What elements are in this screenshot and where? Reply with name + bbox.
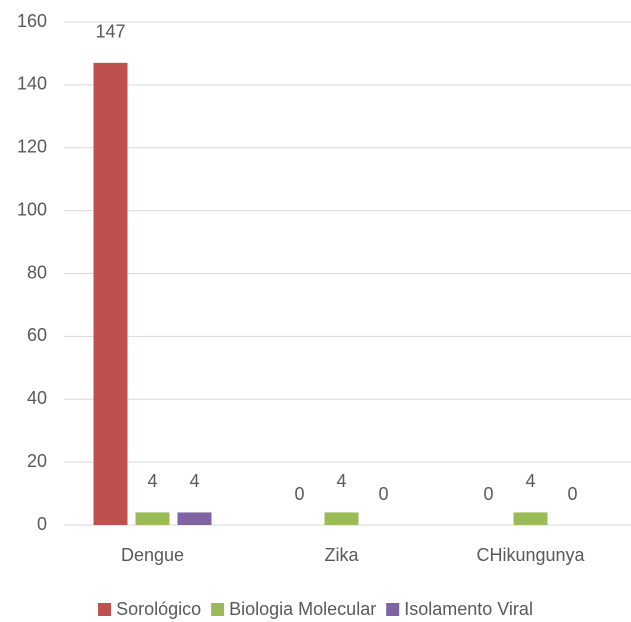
data-label: 4: [336, 471, 346, 491]
y-tick-label: 40: [27, 388, 47, 408]
bar: [93, 62, 128, 526]
legend-label: Biologia Molecular: [229, 599, 376, 619]
legend: Sorológico Biologia Molecular Isolamento V…: [98, 599, 533, 619]
x-tick-label: Dengue: [121, 545, 184, 565]
data-label: 4: [525, 471, 535, 491]
bar: [513, 512, 548, 525]
bar: [135, 512, 170, 525]
y-tick-label: 120: [17, 137, 47, 157]
data-label: 0: [567, 484, 577, 504]
y-tick-label: 160: [17, 11, 47, 31]
x-tick-label: Zika: [324, 545, 359, 565]
y-tick-label: 100: [17, 199, 47, 219]
y-tick-label: 140: [17, 74, 47, 94]
y-tick-label: 0: [37, 514, 47, 534]
legend-label: Sorológico: [116, 599, 201, 619]
bar: [324, 512, 359, 525]
data-label: 4: [147, 471, 157, 491]
legend-label: Isolamento Viral: [404, 599, 533, 619]
data-label: 0: [294, 484, 304, 504]
data-label: 4: [189, 471, 199, 491]
y-tick-label: 60: [27, 325, 47, 345]
legend-swatch: [386, 603, 400, 616]
data-label: 147: [95, 22, 125, 42]
y-tick-label: 80: [27, 262, 47, 282]
data-label: 0: [378, 484, 388, 504]
data-label: 0: [483, 484, 493, 504]
y-tick-label: 20: [27, 451, 47, 471]
x-tick-label: CHikungunya: [476, 545, 585, 565]
legend-swatch: [98, 603, 112, 616]
legend-swatch: [211, 603, 225, 616]
bar: [177, 512, 212, 525]
